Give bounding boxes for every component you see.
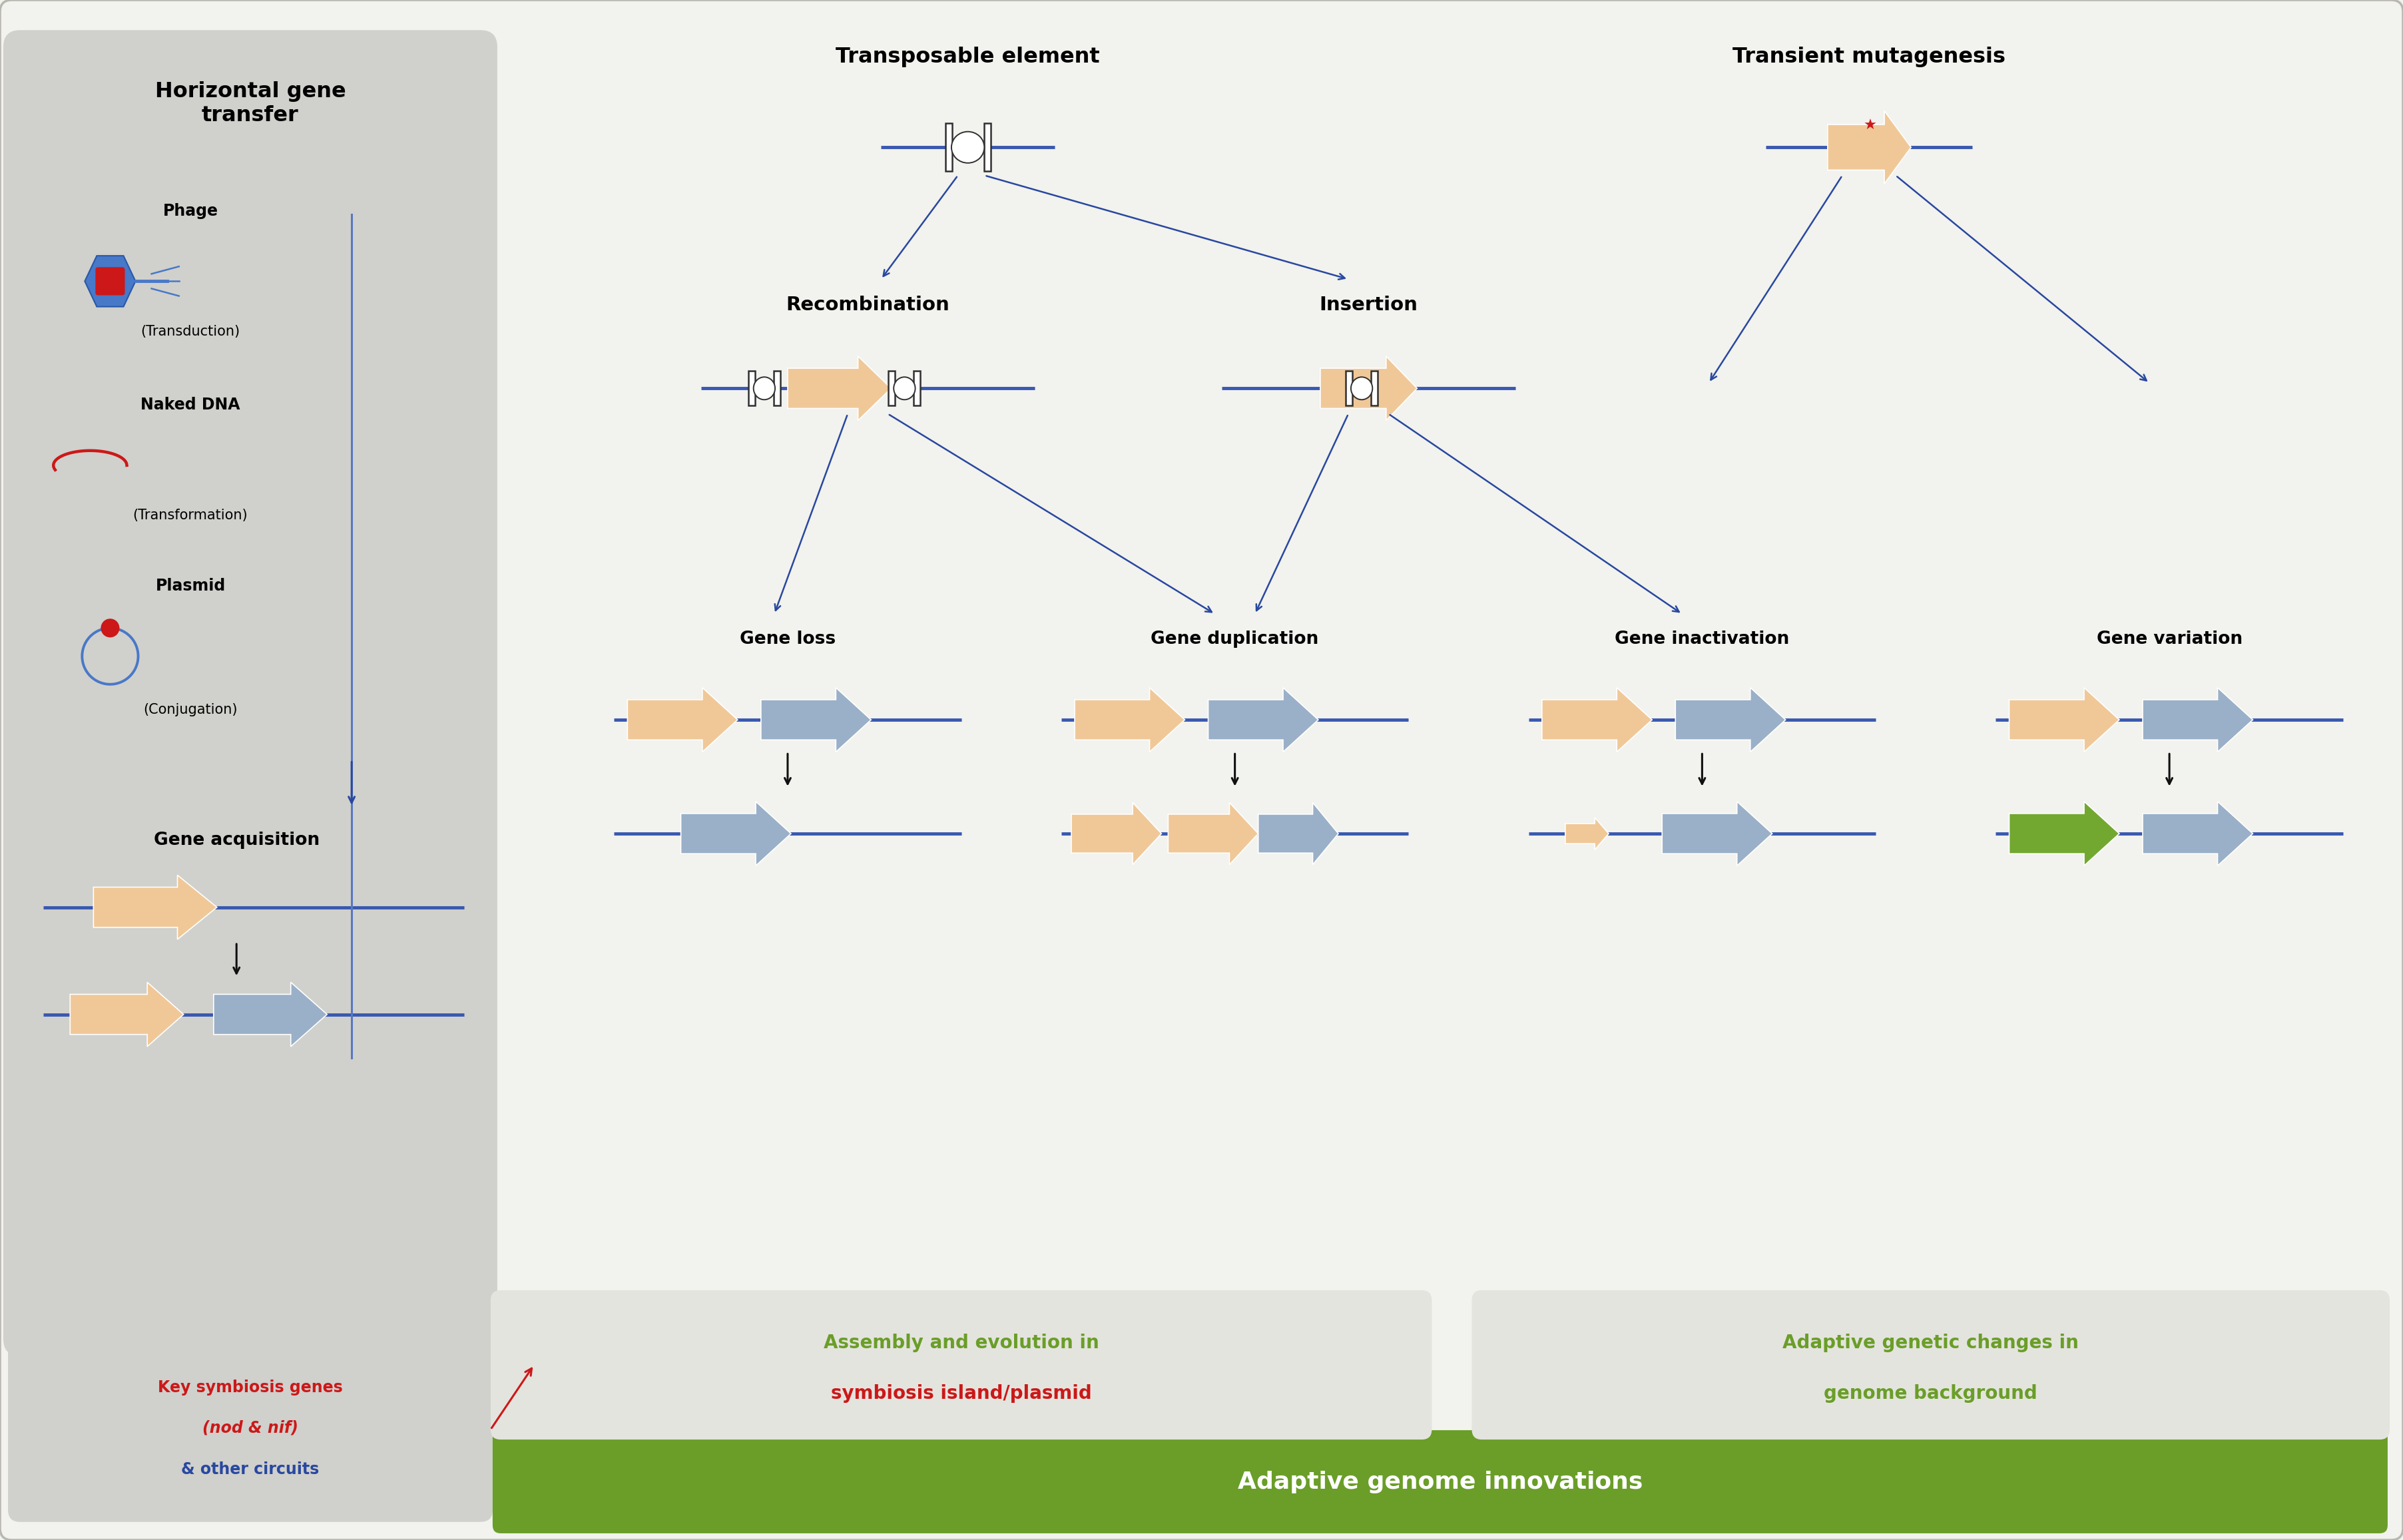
Polygon shape xyxy=(1168,802,1259,864)
Text: Gene loss: Gene loss xyxy=(740,631,836,648)
Ellipse shape xyxy=(894,377,916,400)
Text: Insertion: Insertion xyxy=(1319,296,1418,314)
Text: Assembly and evolution in: Assembly and evolution in xyxy=(824,1334,1098,1352)
Polygon shape xyxy=(70,983,183,1047)
Polygon shape xyxy=(1209,688,1319,752)
Ellipse shape xyxy=(755,377,776,400)
Bar xyxy=(944,123,952,171)
Polygon shape xyxy=(2009,688,2119,752)
FancyBboxPatch shape xyxy=(7,1334,493,1522)
Polygon shape xyxy=(2143,801,2252,865)
Bar xyxy=(747,371,755,405)
Text: Gene duplication: Gene duplication xyxy=(1151,631,1319,648)
Text: Key symbiosis genes: Key symbiosis genes xyxy=(159,1380,344,1395)
Polygon shape xyxy=(1074,688,1185,752)
Polygon shape xyxy=(1829,111,1910,183)
Text: & other circuits: & other circuits xyxy=(180,1461,320,1478)
Bar xyxy=(1346,371,1353,405)
Polygon shape xyxy=(1319,356,1418,420)
Text: Adaptive genome innovations: Adaptive genome innovations xyxy=(1238,1471,1644,1494)
Text: ★: ★ xyxy=(1865,119,1877,132)
Polygon shape xyxy=(94,875,216,939)
Text: Gene inactivation: Gene inactivation xyxy=(1615,631,1790,648)
Text: Recombination: Recombination xyxy=(786,296,949,314)
Polygon shape xyxy=(627,688,738,752)
Bar xyxy=(774,371,781,405)
FancyBboxPatch shape xyxy=(96,266,125,296)
Text: Naked DNA: Naked DNA xyxy=(142,397,240,413)
Circle shape xyxy=(101,619,120,638)
Text: (Transduction): (Transduction) xyxy=(142,325,240,339)
Polygon shape xyxy=(788,356,892,420)
Text: Phage: Phage xyxy=(163,203,219,219)
Ellipse shape xyxy=(1350,377,1372,400)
Polygon shape xyxy=(1564,818,1608,850)
Polygon shape xyxy=(214,983,327,1047)
Bar xyxy=(1372,371,1377,405)
Polygon shape xyxy=(1259,802,1338,864)
Text: symbiosis island/plasmid: symbiosis island/plasmid xyxy=(831,1384,1091,1403)
Polygon shape xyxy=(762,688,872,752)
Text: (Transformation): (Transformation) xyxy=(132,508,248,522)
Text: Adaptive genetic changes in: Adaptive genetic changes in xyxy=(1783,1334,2079,1352)
Text: Gene variation: Gene variation xyxy=(2095,631,2242,648)
Text: Transposable element: Transposable element xyxy=(836,46,1101,68)
Polygon shape xyxy=(2143,688,2252,752)
Text: Plasmid: Plasmid xyxy=(156,578,226,594)
Polygon shape xyxy=(1072,802,1161,864)
Bar xyxy=(889,371,894,405)
Bar xyxy=(983,123,990,171)
Polygon shape xyxy=(1543,688,1651,752)
Text: Horizontal gene
transfer: Horizontal gene transfer xyxy=(154,82,346,126)
Polygon shape xyxy=(1675,688,1785,752)
FancyBboxPatch shape xyxy=(1471,1291,2389,1440)
Text: (Conjugation): (Conjugation) xyxy=(144,704,238,716)
Ellipse shape xyxy=(952,131,985,163)
Polygon shape xyxy=(680,801,791,865)
Bar xyxy=(913,371,920,405)
FancyBboxPatch shape xyxy=(490,1291,1432,1440)
Text: genome background: genome background xyxy=(1824,1384,2038,1403)
Polygon shape xyxy=(1663,801,1771,865)
FancyBboxPatch shape xyxy=(493,1431,2389,1534)
FancyBboxPatch shape xyxy=(2,31,497,1355)
Text: Transient mutagenesis: Transient mutagenesis xyxy=(1733,46,2007,68)
Text: (nod & nif): (nod & nif) xyxy=(202,1420,298,1435)
Text: Gene acquisition: Gene acquisition xyxy=(154,832,320,849)
Polygon shape xyxy=(2009,801,2119,865)
Polygon shape xyxy=(84,256,135,306)
